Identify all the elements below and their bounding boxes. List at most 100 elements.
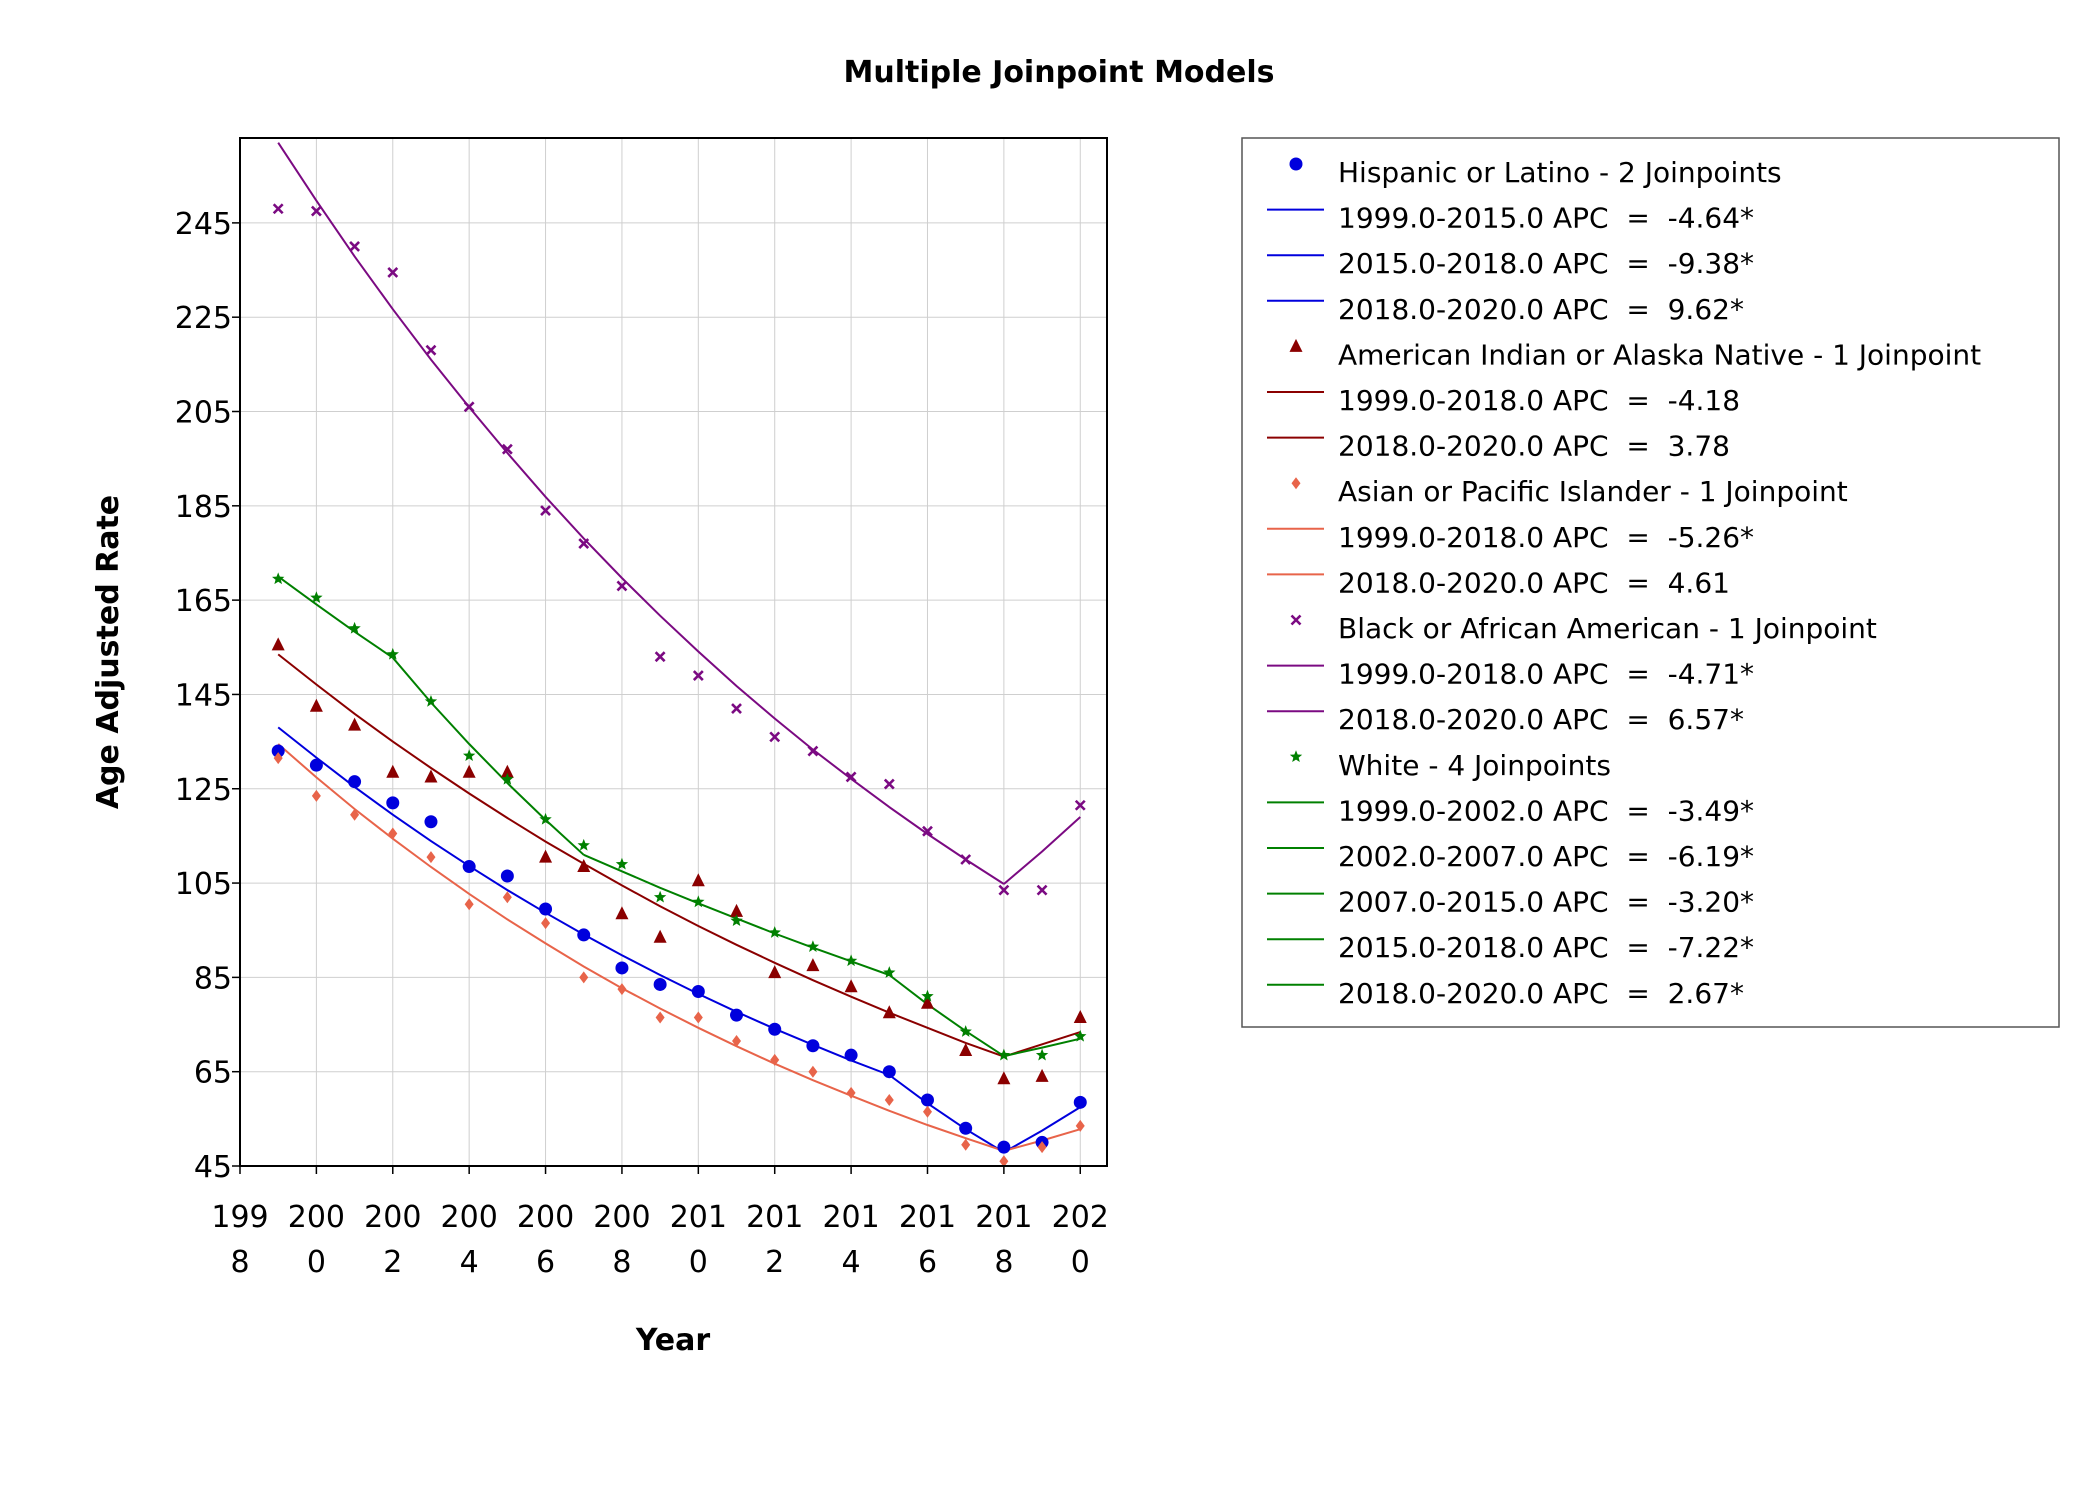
- x-tick-label-line2: 4: [460, 1245, 479, 1280]
- data-point-hispanic-or-latino-2-joinpoints: [500, 869, 514, 883]
- x-tick-label-line1: 201: [746, 1200, 803, 1235]
- data-point-american-indian-or-alaska-native-1-joinpoint: [653, 929, 667, 943]
- legend-segment-label: 2015.0-2018.0 APC = -9.38*: [1338, 247, 1754, 280]
- legend-marker-white-4-joinpoints: [1289, 750, 1303, 763]
- data-point-black-or-african-american-1-joinpoint: [845, 771, 857, 783]
- data-point-hispanic-or-latino-2-joinpoints: [920, 1093, 934, 1107]
- data-point-american-indian-or-alaska-native-1-joinpoint: [844, 979, 858, 993]
- data-point-hispanic-or-latino-2-joinpoints: [271, 744, 285, 758]
- data-point-white-4-joinpoints: [501, 772, 514, 785]
- data-point-black-or-african-american-1-joinpoint: [998, 884, 1010, 896]
- data-point-hispanic-or-latino-2-joinpoints: [959, 1121, 973, 1135]
- data-point-white-4-joinpoints: [883, 966, 896, 978]
- x-tick-label-line2: 6: [918, 1245, 937, 1280]
- data-point-asian-or-pacific-islander-1-joinpoint: [808, 1065, 818, 1078]
- x-tick-label-line1: 199: [211, 1200, 268, 1235]
- data-point-asian-or-pacific-islander-1-joinpoint: [311, 789, 321, 802]
- y-tick-label: 45: [194, 1150, 232, 1185]
- legend-segment-label: 2007.0-2015.0 APC = -3.20*: [1338, 886, 1754, 919]
- legend-series-label: White - 4 Joinpoints: [1338, 749, 1611, 782]
- legend-box: [1241, 137, 2060, 1028]
- y-tick-label: 125: [175, 773, 232, 808]
- data-point-asian-or-pacific-islander-1-joinpoint: [961, 1138, 971, 1151]
- data-point-black-or-african-american-1-joinpoint: [654, 651, 666, 663]
- data-point-black-or-african-american-1-joinpoint: [731, 703, 742, 715]
- data-point-black-or-african-american-1-joinpoint: [463, 401, 475, 413]
- data-point-black-or-african-american-1-joinpoint: [769, 731, 781, 743]
- fit-line-black-or-african-american-1-joinpoint-segment-2: [1003, 816, 1081, 885]
- data-point-american-indian-or-alaska-native-1-joinpoint: [1073, 1009, 1087, 1023]
- data-point-white-4-joinpoints: [806, 940, 820, 952]
- x-tick-label-line1: 200: [593, 1200, 650, 1235]
- legend-segment-label: 1999.0-2018.0 APC = -4.18: [1338, 384, 1740, 417]
- data-point-white-4-joinpoints: [272, 572, 285, 585]
- data-point-white-4-joinpoints: [653, 890, 667, 903]
- y-tick-label: 225: [175, 301, 232, 336]
- data-point-white-4-joinpoints: [348, 621, 361, 634]
- data-point-american-indian-or-alaska-native-1-joinpoint: [309, 698, 323, 712]
- fit-line-hispanic-or-latino-2-joinpoints-segment-2: [888, 1074, 1005, 1154]
- data-point-white-4-joinpoints: [844, 954, 858, 967]
- data-point-hispanic-or-latino-2-joinpoints: [309, 758, 323, 772]
- data-point-american-indian-or-alaska-native-1-joinpoint: [500, 764, 514, 778]
- x-tick-label-line2: 8: [994, 1245, 1013, 1280]
- fit-line-black-or-african-american-1-joinpoint-segment-1: [277, 142, 1005, 885]
- fit-line-white-4-joinpoints-segment-1: [277, 575, 394, 659]
- data-point-hispanic-or-latino-2-joinpoints: [691, 985, 705, 999]
- fit-line-white-4-joinpoints-segment-2: [392, 657, 585, 856]
- data-point-asian-or-pacific-islander-1-joinpoint: [350, 808, 360, 821]
- data-point-hispanic-or-latino-2-joinpoints: [386, 796, 400, 810]
- data-point-black-or-african-american-1-joinpoint: [922, 825, 933, 837]
- data-point-asian-or-pacific-islander-1-joinpoint: [770, 1053, 780, 1066]
- data-point-asian-or-pacific-islander-1-joinpoint: [1037, 1141, 1047, 1154]
- data-point-hispanic-or-latino-2-joinpoints: [806, 1039, 820, 1053]
- data-point-black-or-african-american-1-joinpoint: [960, 854, 972, 865]
- data-point-asian-or-pacific-islander-1-joinpoint: [732, 1035, 742, 1048]
- legend-segment-label: 2018.0-2020.0 APC = 3.78: [1338, 430, 1730, 463]
- data-point-black-or-african-american-1-joinpoint: [1074, 799, 1086, 811]
- data-point-asian-or-pacific-islander-1-joinpoint: [426, 851, 436, 864]
- y-tick-label: 205: [175, 396, 232, 431]
- legend-segment-label: 1999.0-2018.0 APC = -5.26*: [1338, 521, 1754, 554]
- data-point-american-indian-or-alaska-native-1-joinpoint: [768, 965, 782, 979]
- x-tick-label-line1: 200: [441, 1200, 498, 1235]
- y-axis-title: Age Adjusted Rate: [91, 495, 126, 809]
- data-point-american-indian-or-alaska-native-1-joinpoint: [920, 995, 934, 1009]
- data-point-american-indian-or-alaska-native-1-joinpoint: [386, 764, 400, 778]
- legend-segment-label: 1999.0-2018.0 APC = -4.71*: [1338, 658, 1754, 691]
- data-point-american-indian-or-alaska-native-1-joinpoint: [1035, 1068, 1049, 1082]
- data-point-black-or-african-american-1-joinpoint: [501, 443, 513, 455]
- data-point-asian-or-pacific-islander-1-joinpoint: [846, 1086, 856, 1099]
- data-point-black-or-african-american-1-joinpoint: [540, 505, 551, 516]
- x-axis-ticks: 199 8 200 0 200 2 200 4 200 6 200 8 201 0 201 2 201 4 201 6…: [211, 1166, 1109, 1280]
- grid-lines: [239, 138, 1107, 1167]
- data-point-asian-or-pacific-islander-1-joinpoint: [464, 898, 474, 911]
- data-point-hispanic-or-latino-2-joinpoints: [997, 1140, 1011, 1154]
- data-point-black-or-african-american-1-joinpoint: [883, 778, 895, 790]
- data-point-asian-or-pacific-islander-1-joinpoint: [693, 1011, 703, 1024]
- y-tick-label: 245: [175, 207, 232, 242]
- fit-line-white-4-joinpoints-segment-4: [888, 974, 1005, 1057]
- chart-title: Multiple Joinpoint Models: [843, 55, 1274, 90]
- data-point-asian-or-pacific-islander-1-joinpoint: [273, 752, 283, 765]
- data-point-american-indian-or-alaska-native-1-joinpoint: [577, 859, 591, 873]
- x-tick-label-line1: 201: [975, 1200, 1032, 1235]
- data-point-white-4-joinpoints: [615, 857, 629, 870]
- data-point-hispanic-or-latino-2-joinpoints: [462, 860, 476, 874]
- data-point-hispanic-or-latino-2-joinpoints: [730, 1008, 744, 1022]
- data-point-black-or-african-american-1-joinpoint: [1036, 884, 1048, 896]
- y-tick-label: 145: [175, 678, 232, 713]
- legend-segment-label: 2018.0-2020.0 APC = 9.62*: [1338, 293, 1744, 326]
- x-tick-label-line2: 0: [689, 1245, 708, 1280]
- data-point-asian-or-pacific-islander-1-joinpoint: [617, 983, 627, 996]
- data-point-white-4-joinpoints: [539, 812, 552, 825]
- data-point-american-indian-or-alaska-native-1-joinpoint: [271, 637, 285, 651]
- legend-marker-hispanic-or-latino-2-joinpoints: [1289, 157, 1303, 171]
- data-point-asian-or-pacific-islander-1-joinpoint: [922, 1105, 932, 1118]
- data-point-black-or-african-american-1-joinpoint: [310, 205, 322, 217]
- legend-marker-asian-or-pacific-islander-1-joinpoint: [1291, 477, 1301, 490]
- legend-segment-label: 1999.0-2002.0 APC = -3.49*: [1338, 794, 1754, 827]
- data-point-hispanic-or-latino-2-joinpoints: [844, 1048, 858, 1062]
- x-tick-label-line2: 2: [765, 1245, 784, 1280]
